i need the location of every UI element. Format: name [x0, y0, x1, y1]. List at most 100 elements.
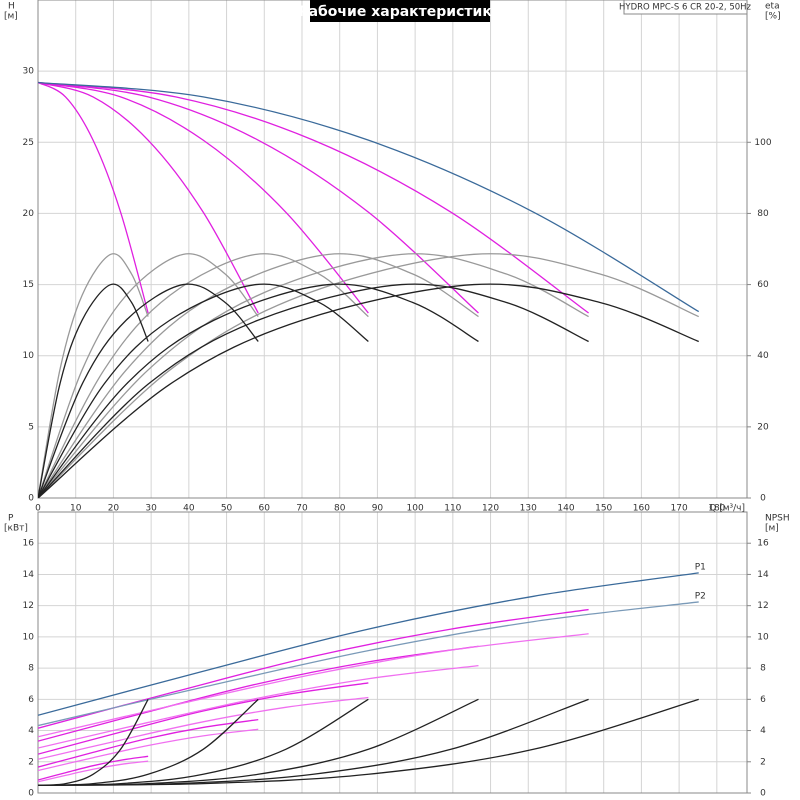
x-tick-label: 110: [444, 504, 461, 514]
y2-tick-label: 4: [760, 726, 766, 736]
x-axis-label: Q [м³/ч]: [709, 504, 745, 514]
curve: [38, 283, 149, 498]
y-tick-label: 10: [23, 351, 35, 361]
x-tick-label: 30: [145, 504, 157, 514]
curve: [38, 645, 479, 742]
curve: [38, 283, 699, 498]
curve: [38, 81, 700, 313]
x-tick-label: 170: [671, 504, 688, 514]
y-tick-label: 6: [28, 695, 34, 705]
series-group: [38, 572, 699, 786]
curve: [38, 253, 479, 498]
curve: [38, 81, 479, 314]
curve: [38, 253, 149, 498]
y2-axis-label: NPSH: [765, 514, 790, 524]
x-tick-label: 140: [557, 504, 574, 514]
curve: [38, 81, 149, 314]
curve: [38, 283, 589, 498]
y2-tick-label: 40: [757, 351, 769, 361]
y2-tick-label: 80: [757, 209, 769, 219]
y2-tick-label: 10: [757, 632, 769, 642]
curve: [38, 253, 699, 498]
curve: [38, 633, 589, 738]
x-tick-label: 160: [633, 504, 650, 514]
x-tick-label: 0: [35, 504, 41, 514]
x-tick-label: 40: [183, 504, 195, 514]
plot-background: [38, 0, 747, 498]
series-group: [38, 81, 700, 498]
y-axis-label: H: [8, 2, 15, 12]
curve: [38, 755, 149, 781]
x-tick-label: 120: [482, 504, 499, 514]
x-tick-label: 20: [108, 504, 120, 514]
y-tick-label: 2: [28, 757, 34, 767]
curve: [38, 728, 259, 772]
curve: [38, 81, 259, 314]
y2-axis-unit: [м]: [765, 524, 779, 534]
curve-label: P1: [695, 562, 706, 572]
y-tick-label: 15: [23, 280, 34, 290]
annotation-box: [623, 0, 748, 15]
x-tick-label: 90: [372, 504, 384, 514]
y-tick-label: 16: [23, 539, 35, 549]
y-axis-unit: [м]: [4, 12, 18, 22]
curve: [38, 664, 479, 749]
x-tick-label: 180: [708, 504, 725, 514]
curve: [38, 698, 699, 786]
y-tick-label: 0: [28, 494, 34, 504]
curve: [38, 718, 259, 768]
x-tick-label: 150: [595, 504, 612, 514]
y-tick-label: 10: [23, 632, 35, 642]
y2-tick-label: 6: [760, 695, 766, 705]
x-tick-label: 80: [334, 504, 346, 514]
curve-label: P2: [695, 591, 706, 601]
x-tick-label: 130: [520, 504, 537, 514]
plot-frame: [37, 511, 748, 794]
curve: [38, 601, 699, 727]
y-tick-label: 20: [23, 209, 35, 219]
title-box: [310, 0, 490, 22]
y2-tick-label: 16: [757, 539, 769, 549]
curve: [38, 572, 699, 716]
y-tick-label: 0: [28, 789, 34, 799]
y-tick-label: 14: [23, 570, 35, 580]
curve: [38, 283, 479, 498]
y2-tick-label: 100: [754, 138, 771, 148]
curve: [38, 253, 259, 498]
y-tick-label: 4: [28, 726, 34, 736]
y-tick-label: 12: [23, 601, 34, 611]
y2-tick-label: 2: [760, 757, 766, 767]
y2-axis-unit: [%]: [765, 12, 781, 22]
y-tick-label: 25: [23, 138, 34, 148]
plot-background: [38, 512, 747, 793]
x-tick-label: 10: [70, 504, 82, 514]
chart-title: Рабочие характеристики: [298, 4, 501, 20]
curve: [38, 283, 369, 498]
plot-frame: [37, 0, 748, 499]
y2-tick-label: 0: [760, 789, 766, 799]
curve: [38, 81, 369, 314]
x-tick-label: 50: [221, 504, 233, 514]
y-tick-label: 5: [28, 422, 34, 432]
y2-tick-label: 8: [760, 664, 766, 674]
y-tick-label: 8: [28, 664, 34, 674]
y-axis-unit: [кВт]: [4, 524, 28, 534]
curve: [38, 283, 259, 498]
curve: [38, 760, 149, 783]
y2-axis-label: eta: [765, 2, 780, 12]
x-tick-label: 70: [296, 504, 308, 514]
y-axis-label: P: [8, 514, 14, 524]
y2-tick-label: 60: [757, 280, 769, 290]
y2-tick-label: 20: [757, 422, 769, 432]
y2-tick-label: 12: [757, 601, 768, 611]
y2-tick-label: 0: [760, 494, 766, 504]
y-tick-label: 30: [23, 67, 35, 77]
y2-tick-label: 14: [757, 570, 769, 580]
x-tick-label: 100: [407, 504, 424, 514]
x-tick-label: 60: [259, 504, 271, 514]
annotation: HYDRO MPC-S 6 CR 20-2, 50Hz: [619, 3, 752, 13]
curve: [38, 253, 589, 498]
curve: [38, 81, 589, 314]
curve: [38, 682, 369, 755]
